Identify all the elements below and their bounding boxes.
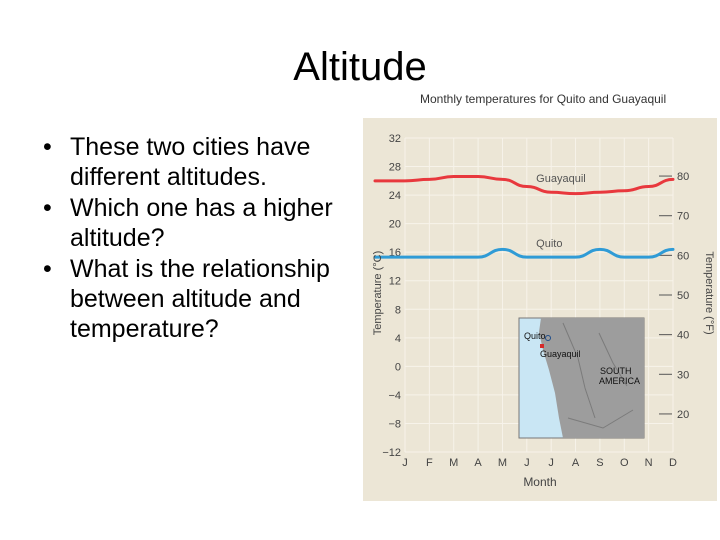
series-line-guayaquil — [373, 175, 675, 196]
x-axis-label: Month — [523, 475, 556, 489]
x-tick-label: S — [596, 457, 603, 469]
guayaquil-marker-icon — [540, 344, 544, 348]
series-label-guayaquil: Guayaquil — [536, 173, 586, 185]
series-labels: Guayaquil Quito — [536, 173, 586, 250]
inset-label-quito: Quito — [524, 331, 546, 341]
y-tick-label: 4 — [395, 333, 401, 345]
bullet-text: Which one has a higher altitude? — [70, 194, 333, 252]
x-tick-label: M — [449, 457, 458, 469]
inset-label-guayaquil: Guayaquil — [540, 349, 581, 359]
y-axis-label-celsius: Temperature (°C) — [372, 251, 384, 335]
x-tick-label: D — [669, 457, 677, 469]
bullet-item: • These two cities have different altitud… — [40, 132, 345, 192]
series-lines — [373, 175, 675, 259]
inset-map-relief — [562, 322, 634, 429]
x-tick-label: M — [498, 457, 507, 469]
bullet-text: What is the relationship between altitud… — [70, 255, 330, 343]
chart-title: Monthly temperatures for Quito and Guaya… — [420, 92, 667, 106]
y2-tick-label: 20 — [677, 409, 689, 421]
bullet-text: These two cities have different altitude… — [70, 133, 311, 191]
bullet-dot-icon: • — [43, 255, 52, 283]
y2-tick-label: 50 — [677, 290, 689, 302]
y-tick-label: 32 — [389, 133, 401, 145]
x-tick-label: N — [645, 457, 653, 469]
inset-map: Quito Guayaquil SOUTH AMERICA — [518, 317, 645, 439]
y-tick-label: −12 — [382, 447, 401, 459]
y-tick-label: −4 — [388, 390, 401, 402]
x-tick-label: J — [548, 457, 554, 469]
y-tick-label: 12 — [389, 276, 401, 288]
y2-tick-label: 60 — [677, 250, 689, 262]
y-tick-label: 24 — [389, 190, 401, 202]
inset-label-america: AMERICA — [599, 376, 640, 386]
series-label-quito: Quito — [536, 238, 562, 250]
x-tick-label: A — [572, 457, 580, 469]
y2-tick-label: 30 — [677, 369, 689, 381]
x-tick-label: O — [620, 457, 629, 469]
bullet-dot-icon: • — [43, 133, 52, 161]
bullet-item: • Which one has a higher altitude? — [40, 193, 345, 253]
y-tick-label: 0 — [395, 361, 401, 373]
y-axis-label-fahrenheit: Temperature (°F) — [703, 251, 715, 334]
inset-label-south: SOUTH — [600, 366, 632, 376]
y-axis-fahrenheit: 80 70 60 50 40 30 20 — [659, 171, 689, 421]
quito-marker-icon — [545, 335, 551, 341]
series-line-quito — [373, 247, 675, 259]
bullet-item: • What is the relationship between altitu… — [40, 254, 345, 344]
y-tick-label: 8 — [395, 304, 401, 316]
y2-tick-label: 40 — [677, 330, 689, 342]
bullet-dot-icon: • — [43, 194, 52, 222]
x-tick-label: J — [524, 457, 530, 469]
inset-map-land — [539, 318, 644, 438]
x-tick-label: A — [474, 457, 482, 469]
y2-tick-label: 80 — [677, 171, 689, 183]
bullet-list: • These two cities have different altitud… — [40, 132, 345, 345]
y-tick-label: 20 — [389, 219, 401, 231]
y-tick-label: 28 — [389, 162, 401, 174]
x-tick-label: J — [402, 457, 408, 469]
slide-title: Altitude — [293, 45, 427, 89]
y-tick-label: −8 — [388, 418, 401, 430]
x-tick-label: F — [426, 457, 433, 469]
y2-tick-label: 70 — [677, 211, 689, 223]
